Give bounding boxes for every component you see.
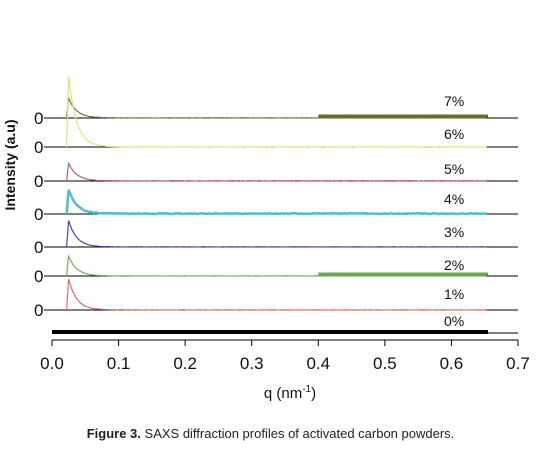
series-profile	[65, 189, 487, 216]
x-axis-title-sup: -1	[302, 384, 311, 395]
series-label: 7%	[444, 93, 464, 109]
x-axis-title: q (nm-1)	[264, 384, 316, 402]
series-label: 2%	[444, 257, 464, 273]
series-profile	[66, 161, 487, 182]
figure-number: Figure 3.	[86, 426, 141, 441]
x-tick-label: 0.5	[373, 354, 397, 373]
series-4pct: 0 4%	[34, 189, 518, 224]
x-axis-title-end: )	[311, 385, 316, 402]
series-3pct: 0 3%	[34, 220, 518, 257]
series-zero-tick: 0	[34, 138, 43, 157]
series-profile	[66, 279, 487, 311]
x-tick-label: 0.0	[40, 354, 64, 373]
series-profile	[66, 254, 487, 277]
series-profile	[66, 96, 487, 119]
series-zero-tick: 0	[34, 205, 43, 224]
series-zero-tick: 0	[34, 301, 43, 320]
series-7pct: 0 7%	[34, 93, 518, 128]
x-tick-label: 0.2	[173, 354, 197, 373]
figure-caption-text: SAXS diffraction profiles of activated c…	[140, 426, 455, 441]
figure-caption: Figure 3. SAXS diffraction profiles of a…	[0, 426, 541, 441]
series-profile	[66, 220, 487, 248]
series-label: 1%	[444, 286, 464, 302]
series-0pct-bar	[52, 330, 489, 334]
series-label: 5%	[444, 161, 464, 177]
series-zero-tick: 0	[34, 267, 43, 286]
x-tick-label: 0.6	[440, 354, 464, 373]
series-label: 4%	[444, 191, 464, 207]
series-2pct: 0 2%	[34, 254, 518, 286]
series-6pct: 0 6%	[34, 76, 518, 157]
x-tick-label: 0.1	[107, 354, 131, 373]
x-tick-label: 0.4	[306, 354, 330, 373]
series-zero-tick: 0	[34, 172, 43, 191]
series-label: 0%	[444, 313, 464, 329]
x-axis-title-main: q (nm	[264, 385, 302, 402]
y-axis-title: Intensity (a.u)	[2, 119, 18, 210]
series-5pct: 0 5%	[34, 161, 518, 191]
series-label: 3%	[444, 224, 464, 240]
series-1pct: 0 1%	[34, 279, 518, 320]
x-tick-label: 0.3	[240, 354, 264, 373]
series-profile	[66, 76, 487, 148]
x-tick-label: 0.7	[506, 354, 530, 373]
series-zero-tick: 0	[34, 109, 43, 128]
series-layer: 0 7% 0 6% 0 5% 0 4% 0 3% 0 2% 0 1% 0%	[34, 76, 518, 334]
x-axis: 0.0 0.1 0.2 0.3 0.4 0.5 0.6 0.7	[40, 339, 530, 373]
series-label: 6%	[444, 126, 464, 142]
series-zero-tick: 0	[34, 238, 43, 257]
